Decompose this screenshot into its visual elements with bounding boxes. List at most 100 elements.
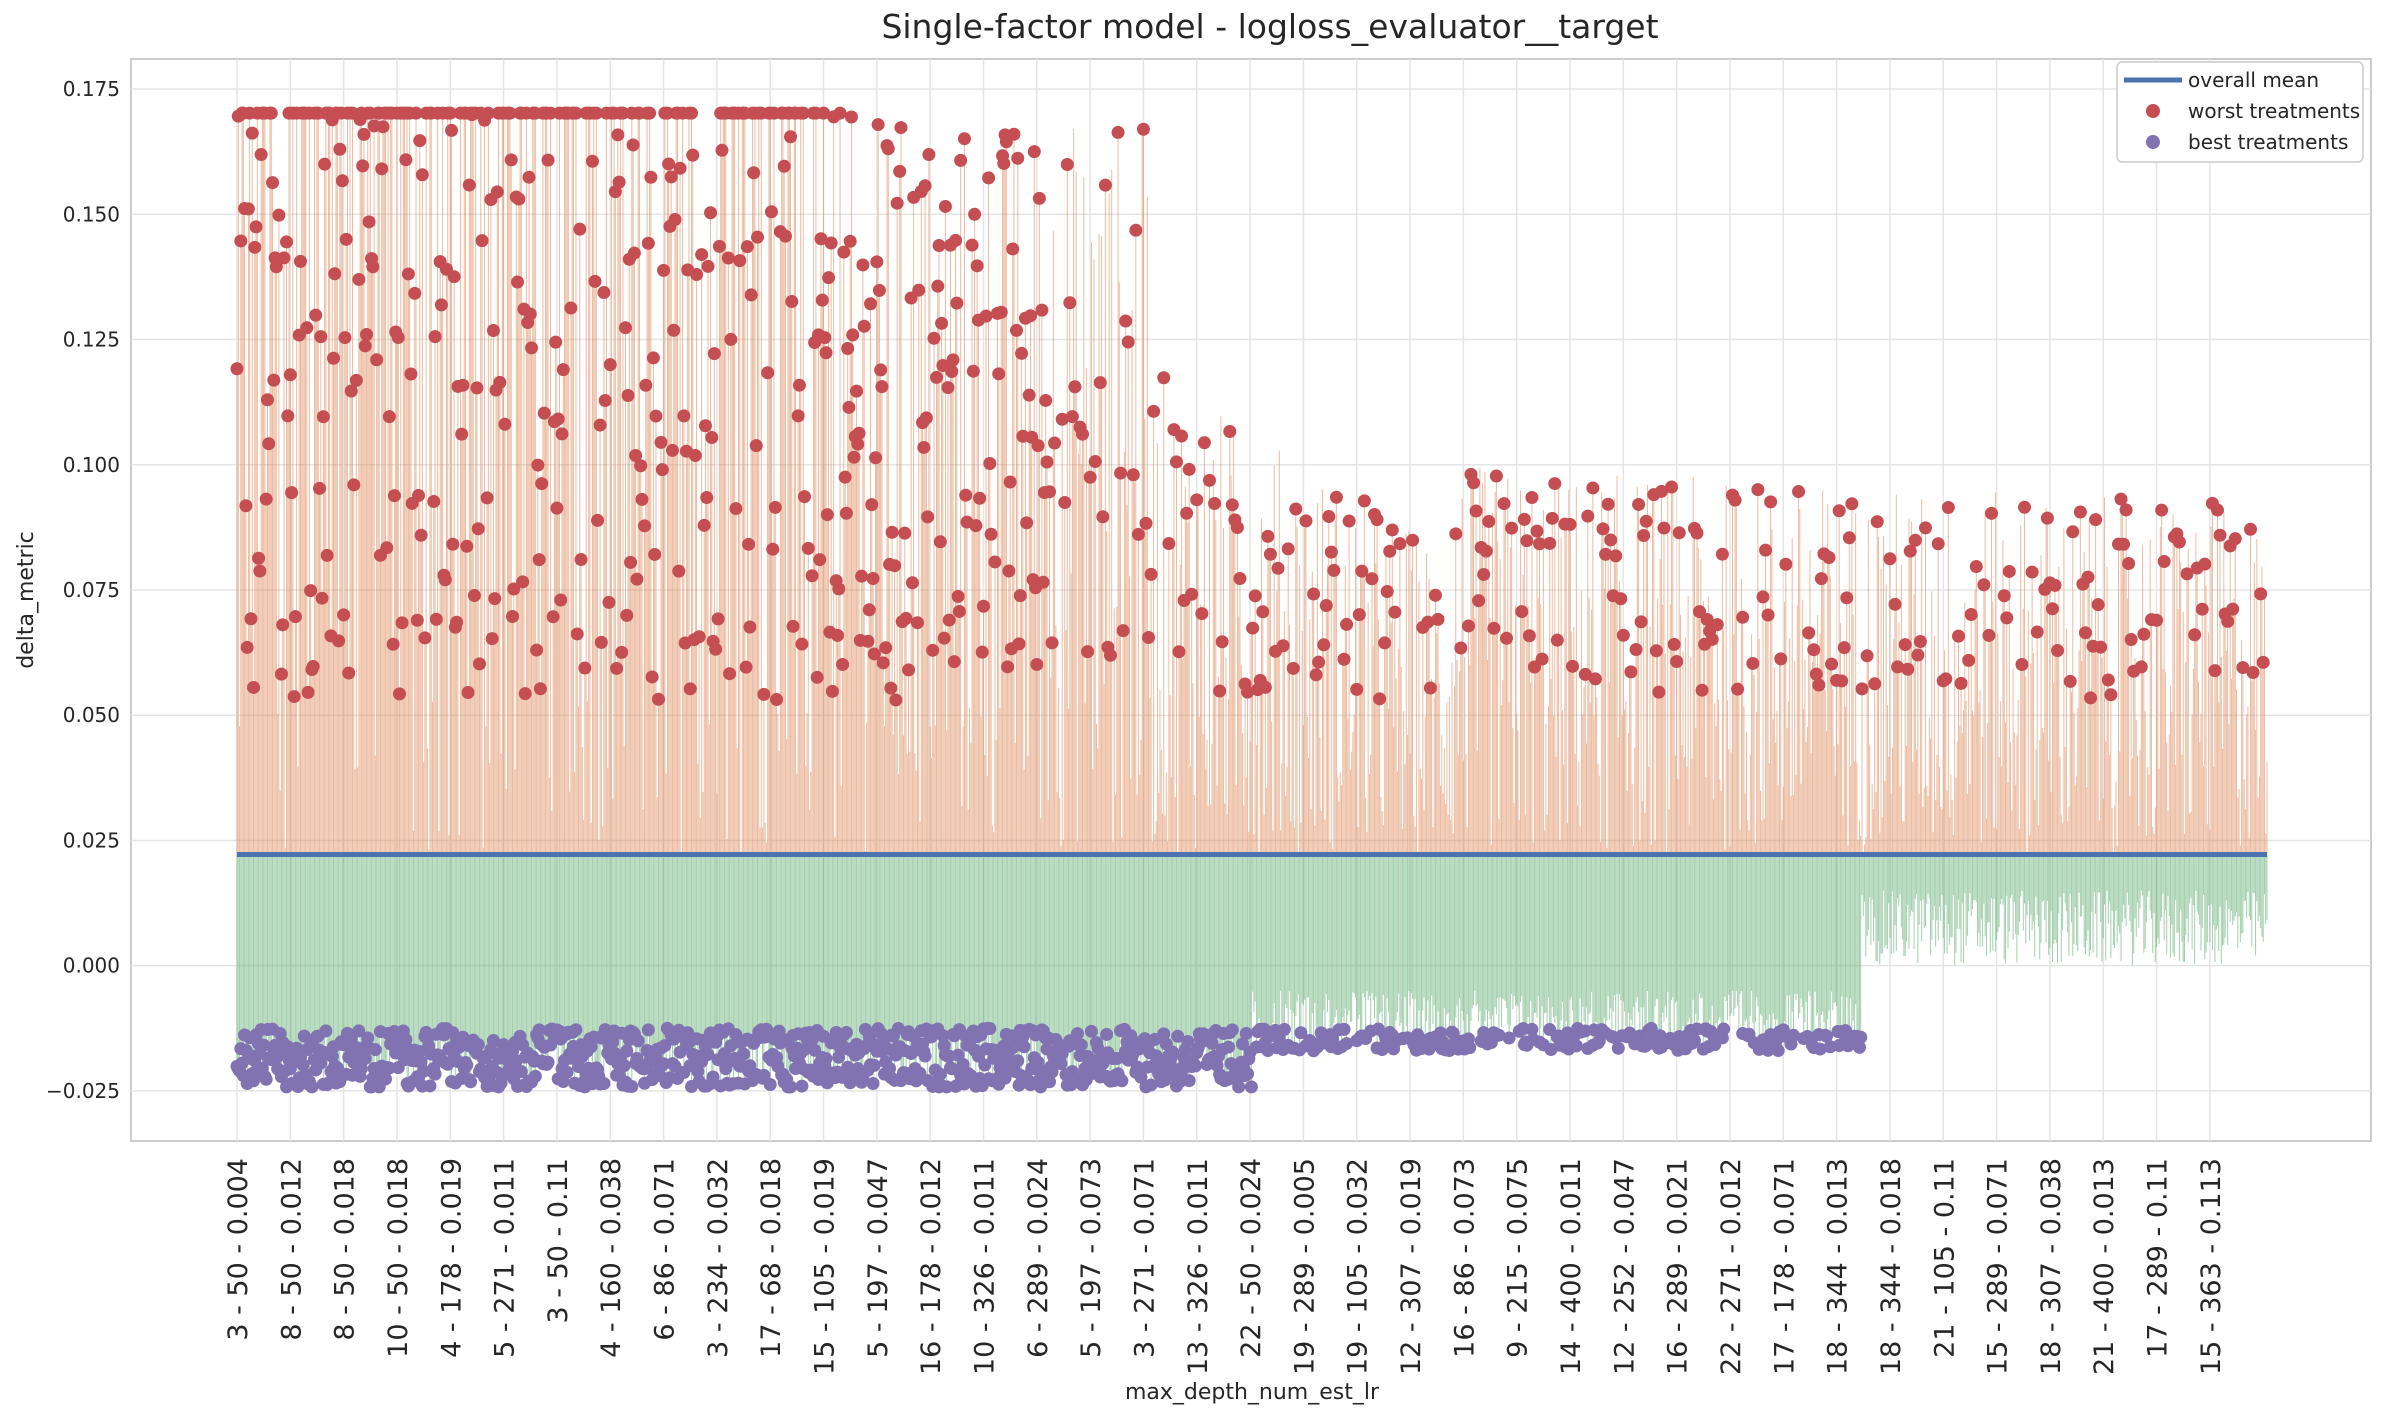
worst-point: [651, 692, 665, 706]
worst-point: [300, 321, 314, 335]
worst-point: [1147, 404, 1161, 418]
worst-point: [742, 537, 756, 551]
best-point: [361, 1031, 375, 1045]
best-point: [1084, 1024, 1098, 1038]
worst-point: [870, 255, 884, 269]
worst-point: [486, 323, 500, 337]
worst-point: [1901, 662, 1915, 676]
worst-point: [610, 661, 624, 675]
worst-point: [462, 178, 476, 192]
worst-point: [2051, 644, 2065, 658]
best-point: [933, 1067, 947, 1081]
worst-point: [1667, 637, 1681, 651]
worst-point: [2018, 500, 2032, 514]
worst-point: [455, 427, 469, 441]
worst-point: [867, 647, 881, 661]
worst-point: [386, 637, 400, 651]
worst-point: [847, 450, 861, 464]
best-point: [691, 1065, 705, 1079]
worst-point: [315, 591, 329, 605]
worst-point: [1522, 629, 1536, 643]
best-point: [1241, 1067, 1255, 1081]
worst-point: [814, 232, 828, 246]
best-point: [625, 1080, 639, 1094]
best-point: [1181, 1034, 1195, 1048]
worst-point: [792, 378, 806, 392]
worst-point: [1604, 533, 1618, 547]
worst-point: [1098, 178, 1112, 192]
worst-point: [1431, 612, 1445, 626]
worst-point: [984, 527, 998, 541]
worst-point: [2137, 627, 2151, 641]
worst-point: [1337, 652, 1351, 666]
worst-point: [654, 435, 668, 449]
worst-point: [262, 437, 276, 451]
worst-point: [975, 645, 989, 659]
worst-point: [1223, 425, 1237, 439]
worst-point: [428, 330, 442, 344]
worst-point: [884, 681, 898, 695]
worst-point: [951, 589, 965, 603]
worst-point: [1373, 692, 1387, 706]
best-point: [428, 1067, 442, 1081]
best-point: [368, 1043, 382, 1057]
worst-point: [503, 106, 517, 120]
best-point: [514, 1065, 528, 1079]
worst-point: [490, 185, 504, 199]
best-point: [486, 1034, 500, 1048]
worst-point: [1454, 641, 1468, 655]
worst-point: [700, 491, 714, 505]
worst-point: [357, 127, 371, 141]
best-point: [795, 1079, 809, 1093]
worst-point: [644, 170, 658, 184]
worst-point: [1281, 542, 1295, 556]
worst-point: [1548, 477, 1562, 491]
worst-point: [692, 630, 706, 644]
worst-point: [293, 254, 307, 268]
worst-point: [248, 240, 262, 254]
worst-point: [1616, 628, 1630, 642]
worst-point: [921, 510, 935, 524]
worst-point: [655, 463, 669, 477]
worst-point: [2081, 570, 2095, 584]
worst-point: [927, 331, 941, 345]
worst-point: [1609, 549, 1623, 563]
worst-point: [683, 682, 697, 696]
worst-point: [830, 628, 844, 642]
worst-point: [287, 690, 301, 704]
worst-point: [1013, 589, 1027, 603]
worst-point: [1202, 473, 1216, 487]
best-point: [1232, 1080, 1246, 1094]
worst-point: [342, 666, 356, 680]
worst-point: [1383, 544, 1397, 558]
worst-point: [1489, 469, 1503, 483]
worst-point: [555, 427, 569, 441]
worst-point: [1131, 527, 1145, 541]
worst-point: [1517, 512, 1531, 526]
worst-point: [1317, 638, 1331, 652]
worst-point: [328, 267, 342, 281]
worst-point: [498, 417, 512, 431]
worst-point: [945, 364, 959, 378]
best-point: [1054, 1057, 1068, 1071]
worst-point: [1342, 514, 1356, 528]
worst-point: [2122, 557, 2136, 571]
worst-point: [1756, 590, 1770, 604]
worst-point: [902, 663, 916, 677]
best-point: [259, 1072, 273, 1086]
best-point: [1045, 1065, 1059, 1079]
worst-point: [1036, 575, 1050, 589]
best-point: [918, 1049, 932, 1063]
worst-point: [1997, 589, 2011, 603]
worst-point: [1215, 635, 1229, 649]
worst-point: [626, 138, 640, 152]
worst-point: [408, 286, 422, 300]
worst-point: [1888, 597, 1902, 611]
worst-point: [1393, 537, 1407, 551]
worst-point: [1093, 376, 1107, 390]
worst-point: [472, 657, 486, 671]
worst-point: [786, 619, 800, 633]
worst-point: [1182, 462, 1196, 476]
worst-point: [1500, 631, 1514, 645]
worst-point: [1370, 513, 1384, 527]
